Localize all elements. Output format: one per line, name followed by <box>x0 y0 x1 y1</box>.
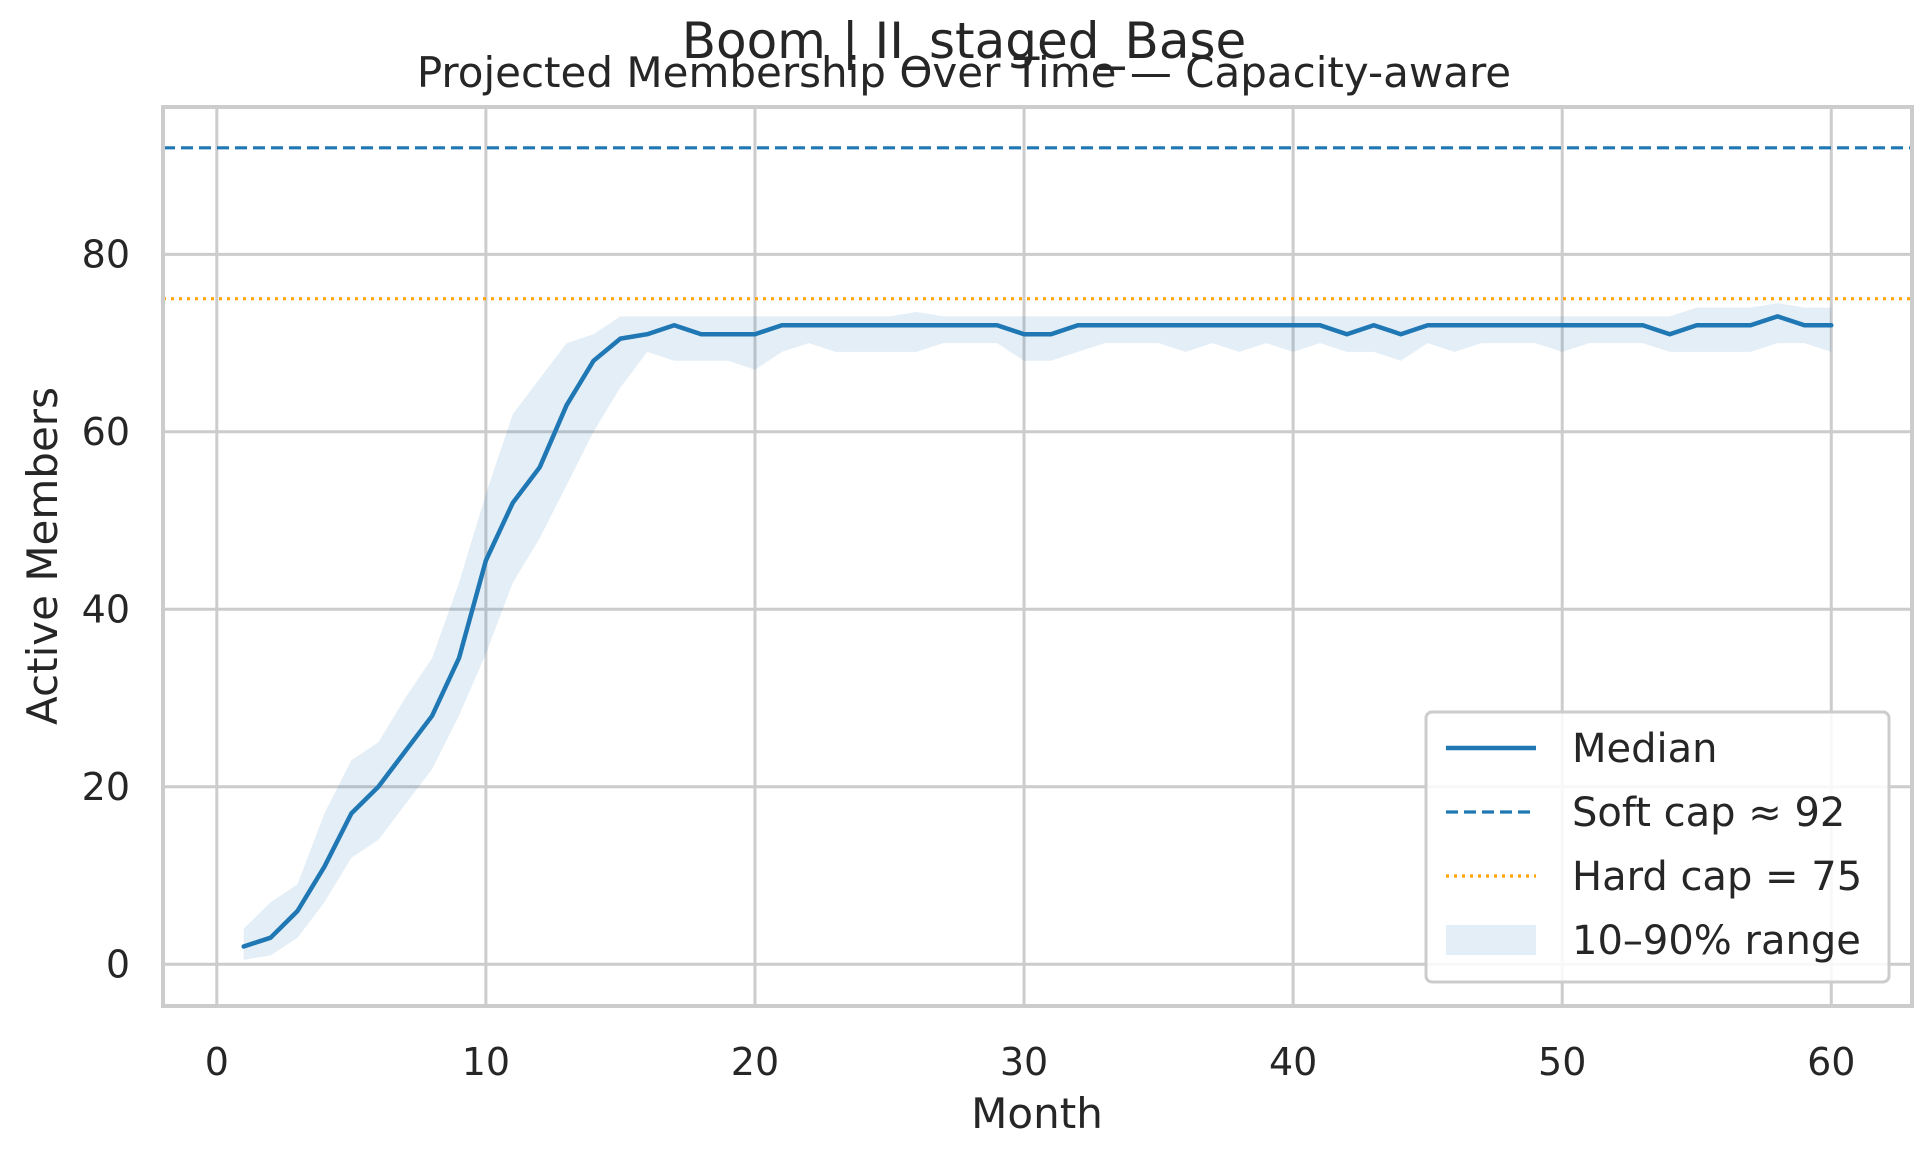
x-tick-labels: 0 10 20 30 40 50 60 <box>205 1040 1856 1084</box>
x-axis-label: Month <box>971 1089 1103 1138</box>
y-axis-label: Active Members <box>18 387 67 725</box>
y-tick-label: 60 <box>82 410 130 454</box>
legend-label-median: Median <box>1572 726 1718 772</box>
legend-entry-range: 10–90% range <box>1446 918 1861 964</box>
y-tick-label: 0 <box>106 942 130 986</box>
plot-frame <box>161 105 1914 1008</box>
reference-lines <box>163 146 1912 301</box>
legend-swatch-range <box>1446 925 1536 955</box>
x-tick-label: 50 <box>1538 1040 1586 1084</box>
grid-lines <box>163 107 1912 1006</box>
chart-title: Projected Membership Over Time — Capacit… <box>417 48 1511 97</box>
legend-box <box>1424 710 1891 984</box>
plot-area <box>161 105 1914 1008</box>
y-tick-label: 40 <box>82 587 130 631</box>
legend-entry-hard-cap: Hard cap = 75 <box>1446 854 1862 900</box>
legend-label-range: 10–90% range <box>1572 918 1861 964</box>
y-tick-label: 80 <box>82 232 130 276</box>
y-tick-label: 20 <box>82 765 130 809</box>
series-layer <box>241 314 1834 949</box>
legend: Median Soft cap ≈ 92 Hard cap = 75 10–90… <box>1424 710 1891 984</box>
x-tick-label: 30 <box>1000 1040 1048 1084</box>
legend-entry-median: Median <box>1446 726 1718 772</box>
legend-label-soft-cap: Soft cap ≈ 92 <box>1572 790 1845 836</box>
legend-label-hard-cap: Hard cap = 75 <box>1572 854 1862 900</box>
chart-suptitle: Boom | II_staged_Base <box>682 12 1247 70</box>
x-tick-label: 10 <box>462 1040 510 1084</box>
x-tick-label: 60 <box>1807 1040 1855 1084</box>
x-tick-label: 0 <box>205 1040 229 1084</box>
x-tick-label: 20 <box>731 1040 779 1084</box>
y-tick-labels: 0 20 40 60 80 <box>82 232 130 986</box>
median-line <box>241 314 1834 949</box>
x-tick-label: 40 <box>1269 1040 1317 1084</box>
legend-entry-soft-cap: Soft cap ≈ 92 <box>1446 790 1845 836</box>
